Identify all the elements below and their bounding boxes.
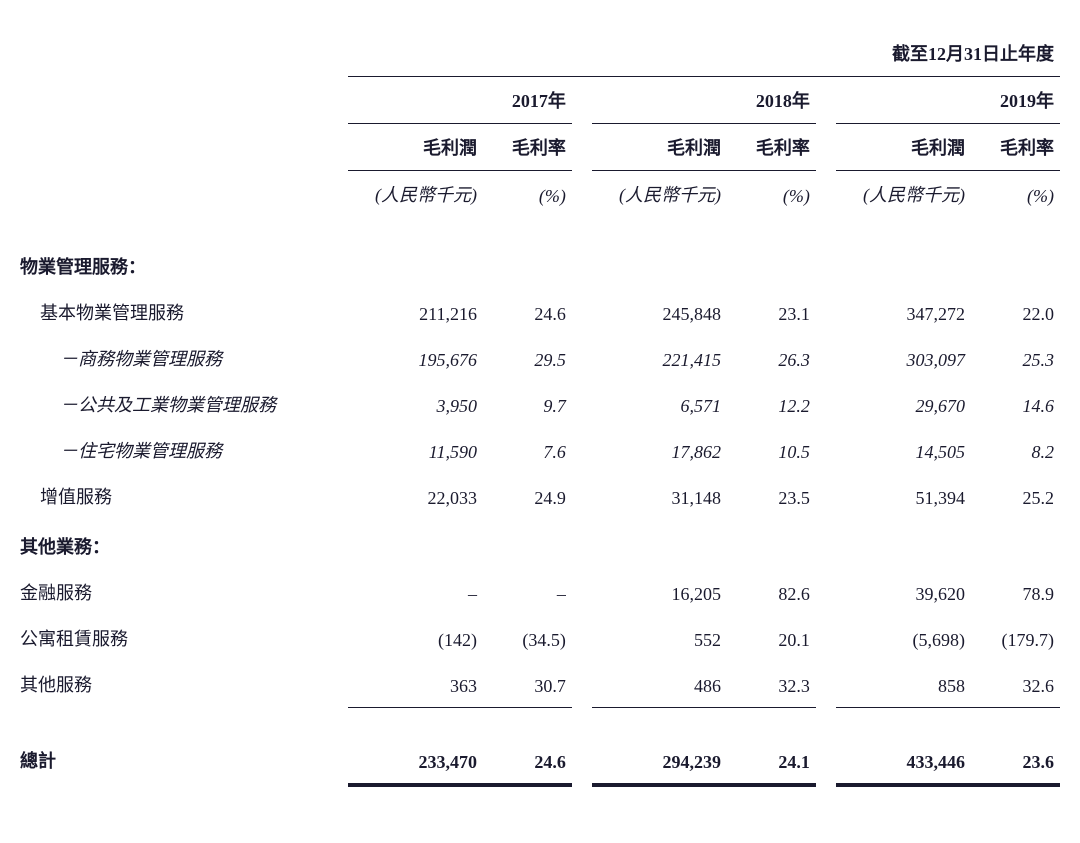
row-label: 增值服務: [20, 473, 328, 519]
data-row: 基本物業管理服務 211,21624.6 245,84823.1 347,27222.…: [20, 289, 1060, 335]
super-header-row: 截至12月31日止年度: [20, 30, 1060, 77]
unit-rate-2019: (%): [971, 171, 1060, 218]
data-row: －商務物業管理服務 195,67629.5 221,41526.3 303,09725…: [20, 335, 1060, 381]
cell-value: 858: [836, 661, 971, 707]
cell-value: 211,216: [348, 289, 483, 335]
data-row: 其他服務 36330.7 48632.3 85832.6: [20, 661, 1060, 707]
cell-value: 30.7: [483, 661, 572, 707]
financial-table: 截至12月31日止年度 2017年 2018年 2019年 毛利潤 毛利率 毛利…: [20, 30, 1060, 784]
cell-value: 233,470: [348, 707, 483, 783]
cell-value: 24.6: [483, 289, 572, 335]
cell-value: 22,033: [348, 473, 483, 519]
unit-rate-2018: (%): [727, 171, 816, 218]
unit-profit-2019: (人民幣千元): [836, 171, 971, 218]
cell-value: 39,620: [836, 569, 971, 615]
data-row: 金融服務––16,20582.639,62078.9: [20, 569, 1060, 615]
unit-rate-2017: (%): [483, 171, 572, 218]
cell-value: 82.6: [727, 569, 816, 615]
cell-value: 10.5: [727, 427, 816, 473]
metric-profit-2017: 毛利潤: [348, 124, 483, 171]
cell-value: 303,097: [836, 335, 971, 381]
cell-value: 3,950: [348, 381, 483, 427]
cell-value: 14,505: [836, 427, 971, 473]
cell-value: 26.3: [727, 335, 816, 381]
cell-value: (5,698): [836, 615, 971, 661]
metric-rate-2017: 毛利率: [483, 124, 572, 171]
cell-value: 195,676: [348, 335, 483, 381]
data-row: －住宅物業管理服務 11,5907.6 17,86210.5 14,5058.2: [20, 427, 1060, 473]
cell-value: 31,148: [592, 473, 727, 519]
cell-value: 11,590: [348, 427, 483, 473]
cell-value: 24.9: [483, 473, 572, 519]
cell-value: 6,571: [592, 381, 727, 427]
cell-value: 25.3: [971, 335, 1060, 381]
year-2017: 2017年: [348, 77, 571, 124]
cell-value: –: [483, 569, 572, 615]
metric-rate-2018: 毛利率: [727, 124, 816, 171]
cell-value: (34.5): [483, 615, 572, 661]
cell-value: 363: [348, 661, 483, 707]
cell-value: (142): [348, 615, 483, 661]
cell-value: 25.2: [971, 473, 1060, 519]
section-title: 物業管理服務：: [20, 217, 1060, 289]
cell-value: 32.3: [727, 661, 816, 707]
row-label: －商務物業管理服務: [20, 335, 328, 381]
cell-value: 9.7: [483, 381, 572, 427]
table-body: 物業管理服務：基本物業管理服務211,21624.6245,84823.1347…: [20, 217, 1060, 783]
blank-header: [20, 30, 328, 77]
cell-value: –: [348, 569, 483, 615]
super-header: 截至12月31日止年度: [348, 30, 1060, 77]
year-2019: 2019年: [836, 77, 1060, 124]
cell-value: 24.6: [483, 707, 572, 783]
cell-value: 294,239: [592, 707, 727, 783]
data-row: 增值服務 22,03324.9 31,14823.5 51,39425.2: [20, 473, 1060, 519]
cell-value: 29,670: [836, 381, 971, 427]
row-label: －住宅物業管理服務: [20, 427, 328, 473]
row-label: 公寓租賃服務: [20, 615, 328, 661]
row-label: 總計: [20, 707, 328, 783]
cell-value: 347,272: [836, 289, 971, 335]
cell-value: 24.1: [727, 707, 816, 783]
unit-header-row: (人民幣千元) (%) (人民幣千元) (%) (人民幣千元) (%): [20, 171, 1060, 218]
section-header: 物業管理服務：: [20, 217, 1060, 289]
cell-value: 433,446: [836, 707, 971, 783]
cell-value: 29.5: [483, 335, 572, 381]
row-label: 其他服務: [20, 661, 328, 707]
unit-profit-2017: (人民幣千元): [348, 171, 483, 218]
cell-value: 78.9: [971, 569, 1060, 615]
cell-value: 23.6: [971, 707, 1060, 783]
section-title: 其他業務：: [20, 519, 1060, 569]
row-label: －公共及工業物業管理服務: [20, 381, 328, 427]
cell-value: 22.0: [971, 289, 1060, 335]
metric-profit-2018: 毛利潤: [592, 124, 727, 171]
data-row: －公共及工業物業管理服務 3,9509.7 6,57112.2 29,67014.6: [20, 381, 1060, 427]
cell-value: 7.6: [483, 427, 572, 473]
row-label: 金融服務: [20, 569, 328, 615]
cell-value: 12.2: [727, 381, 816, 427]
section-header: 其他業務：: [20, 519, 1060, 569]
cell-value: 51,394: [836, 473, 971, 519]
cell-value: 221,415: [592, 335, 727, 381]
metric-profit-2019: 毛利潤: [836, 124, 971, 171]
cell-value: 552: [592, 615, 727, 661]
cell-value: 23.5: [727, 473, 816, 519]
cell-value: (179.7): [971, 615, 1060, 661]
metric-rate-2019: 毛利率: [971, 124, 1060, 171]
year-header-row: 2017年 2018年 2019年: [20, 77, 1060, 124]
metric-header-row: 毛利潤 毛利率 毛利潤 毛利率 毛利潤 毛利率: [20, 124, 1060, 171]
year-2018: 2018年: [592, 77, 815, 124]
unit-profit-2018: (人民幣千元): [592, 171, 727, 218]
cell-value: 245,848: [592, 289, 727, 335]
total-row: 總計 233,47024.6 294,23924.1 433,44623.6: [20, 707, 1060, 783]
cell-value: 17,862: [592, 427, 727, 473]
cell-value: 23.1: [727, 289, 816, 335]
row-label: 基本物業管理服務: [20, 289, 328, 335]
cell-value: 20.1: [727, 615, 816, 661]
data-row: 公寓租賃服務 (142)(34.5) 55220.1 (5,698)(179.7): [20, 615, 1060, 661]
cell-value: 8.2: [971, 427, 1060, 473]
cell-value: 486: [592, 661, 727, 707]
cell-value: 14.6: [971, 381, 1060, 427]
cell-value: 32.6: [971, 661, 1060, 707]
cell-value: 16,205: [592, 569, 727, 615]
